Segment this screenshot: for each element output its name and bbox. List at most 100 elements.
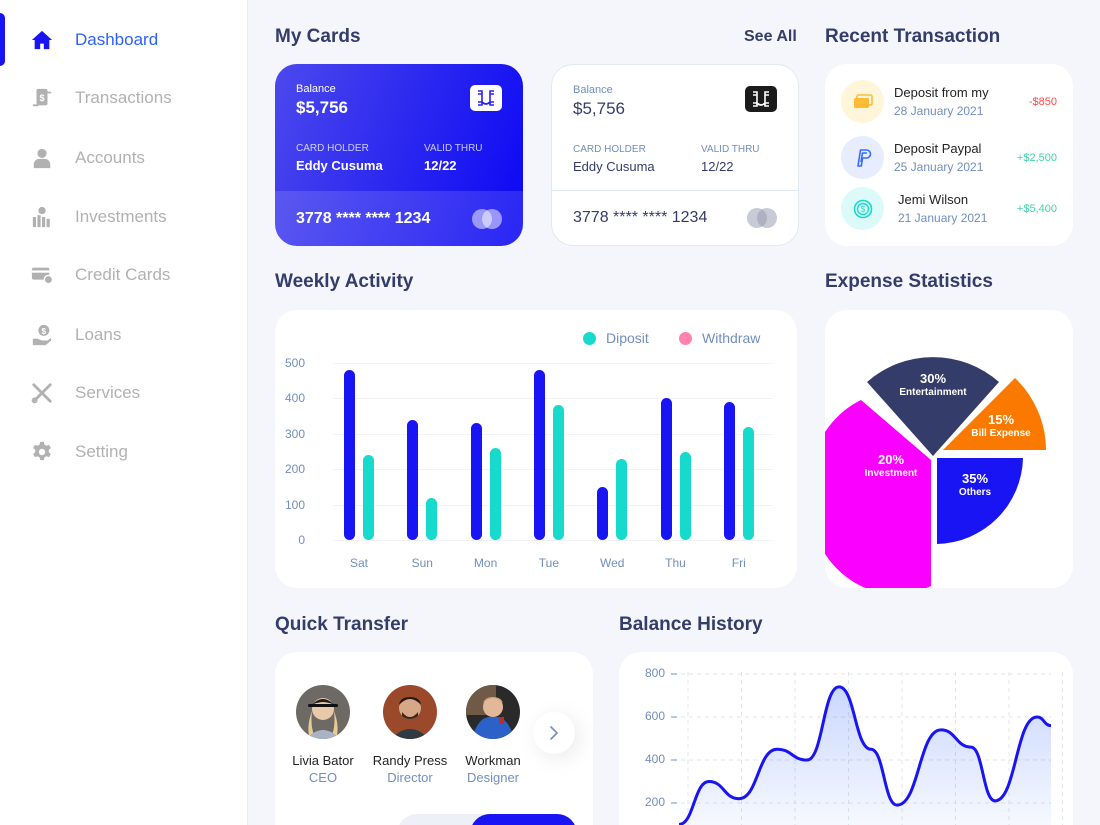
x-axis-tick: Mon [473,556,498,570]
pie-label-bill-expense: 15% Bill Expense [971,412,1031,439]
avatar [296,685,350,739]
y-axis-tick: 200 [644,795,665,809]
sidebar-item-accounts[interactable]: Accounts [30,143,145,173]
y-axis-tick: 0 [298,533,305,547]
card-balance: $5,756 [573,99,625,118]
transaction-amount: +$2,500 [1016,151,1057,164]
recent-transaction-title: Recent Transaction [825,26,1001,47]
y-axis-tick: 400 [284,391,305,406]
y-axis-tick: 800 [644,666,665,680]
chip-icon [470,85,502,111]
bar-diposit-tue[interactable] [552,405,564,540]
y-axis-tick: 600 [644,709,665,723]
sidebar-item-investments[interactable]: Investments [30,202,167,232]
area-chart-svg [671,672,1063,825]
transaction-amount: -$850 [1028,95,1057,108]
weekly-activity-chart: Diposit Withdraw 0 100 200 300 400 500 Sat Sun M… [275,310,797,588]
bar-diposit-sun[interactable] [426,497,438,540]
pie-label-others: 35% Others [958,471,992,498]
sidebar-item-loans[interactable]: $ Loans [30,320,121,350]
quick-transfer-title: Quick Transfer [275,614,409,635]
pie-slice-investment [806,400,931,595]
card-footer: 3778 **** **** 1234 [552,190,798,245]
y-axis-tick: 100 [284,497,305,512]
user-icon [30,146,54,170]
avatar [466,685,520,739]
bar-diposit-sat[interactable] [363,455,374,540]
x-axis-tick: Fri [731,556,746,570]
credit-card-dark[interactable]: Balance $5,756 CARD HOLDER Eddy Cusuma V… [275,64,523,246]
credit-card-icon [30,263,54,287]
send-button[interactable] [470,814,577,825]
bar-withdraw-mon[interactable] [470,423,482,540]
sidebar-item-services[interactable]: Services [30,378,140,408]
bar-withdraw-thu[interactable] [660,398,672,540]
my-cards-title: My Cards [275,26,361,47]
bar-diposit-wed[interactable] [616,458,628,540]
active-indicator [0,13,5,66]
home-icon [30,28,54,52]
mastercard-logo-icon [472,208,502,229]
grid-line [333,363,773,364]
sidebar-item-credit-cards[interactable]: Credit Cards [30,260,170,290]
bar-withdraw-sun[interactable] [407,419,419,540]
card-valid-thru: 12/22 [424,158,457,173]
transaction-amount: +$5,400 [1016,202,1057,215]
chevron-right-icon [550,726,559,740]
x-axis-tick: Sun [411,556,433,570]
gear-icon [30,440,54,464]
contact-randy-press[interactable]: Randy Press Director [365,685,455,785]
card-icon [841,80,884,123]
sidebar-item-transactions[interactable]: $ Transactions [30,83,172,113]
y-axis-tick: 500 [284,356,305,370]
pie-chart [806,357,1046,595]
transaction-item[interactable]: $ Jemi Wilson 21 January 2021 +$5,400 [841,187,1057,230]
bar-withdraw-tue[interactable] [533,370,545,540]
card-number: 3778 **** **** 1234 [296,209,431,227]
card-balance: $5,756 [296,98,348,117]
transaction-item[interactable]: Deposit from my 28 January 2021 -$850 [841,80,1057,123]
balance-history-title: Balance History [619,614,763,635]
pie-slice-bill-expense [943,378,1046,450]
card-holder-name: Eddy Cusuma [573,159,655,174]
x-axis-tick: Wed [599,556,625,570]
mastercard-logo-icon [747,208,777,228]
credit-card-light[interactable]: Balance $5,756 CARD HOLDER Eddy Cusuma V… [551,64,799,246]
quick-transfer-panel: Livia Bator CEO Randy Press Director Wor… [275,652,593,825]
legend-deposit: Diposit [583,330,649,346]
grid-line [333,540,773,541]
card-footer: 3778 **** **** 1234 [275,191,523,246]
grid-line [333,398,773,400]
next-contacts-button[interactable] [533,712,575,754]
see-all-link[interactable]: See All [744,28,797,45]
weekly-activity-title: Weekly Activity [275,271,414,292]
pie-label-entertainment: 30% Entertainment [899,371,967,398]
card-holder-name: Eddy Cusuma [296,158,383,173]
y-axis-tick: 200 [284,462,305,477]
transaction-item[interactable]: Deposit Paypal 25 January 2021 +$2,500 [841,136,1057,179]
pie-slice-others [937,458,1023,544]
x-axis-tick: Tue [538,556,559,570]
transfer-icon: $ [30,86,54,110]
bar-diposit-mon[interactable] [489,447,501,540]
expense-statistics-chart: 30% Entertainment 15% Bill Expense 35% Othe… [806,310,1073,595]
legend-withdraw: Withdraw [679,330,760,346]
bar-diposit-fri[interactable] [742,426,754,540]
contact-workman[interactable]: Workman Designer [448,685,538,785]
bar-diposit-thu[interactable] [679,451,691,540]
x-axis-tick: Sat [349,556,368,570]
sidebar-item-dashboard[interactable]: Dashboard [30,25,158,55]
bar-withdraw-sat[interactable] [344,370,355,540]
sidebar-item-setting[interactable]: Setting [30,437,128,467]
bar-withdraw-wed[interactable] [597,486,609,540]
svg-text:$: $ [860,205,865,214]
chip-icon [745,86,777,112]
svg-text:$: $ [39,93,44,103]
expense-statistics-title: Expense Statistics [825,271,993,292]
investment-icon [30,205,54,229]
balance-history-chart: 200 400 600 800 [619,652,1073,825]
sidebar: Dashboard $ Transactions Accounts Invest… [0,0,248,825]
contact-livia-bator[interactable]: Livia Bator CEO [278,685,368,785]
bar-withdraw-fri[interactable] [723,401,735,540]
y-axis-tick: 400 [644,752,665,766]
